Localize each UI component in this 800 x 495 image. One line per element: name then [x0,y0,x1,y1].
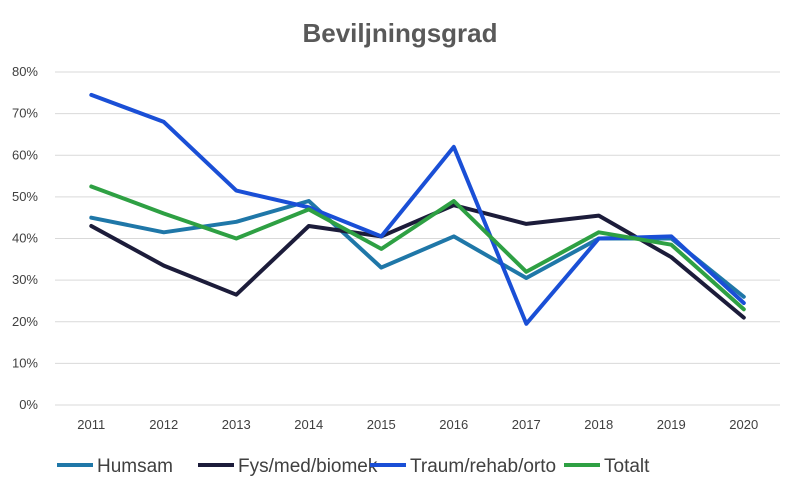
legend-item: Traum/rehab/orto [370,456,556,477]
y-tick-label: 70% [12,106,38,121]
y-tick-label: 40% [12,231,38,246]
x-tick-label: 2019 [657,417,686,432]
y-tick-label: 30% [12,272,38,287]
series-line-humsam [89,199,746,299]
chart-title: Beviljningsgrad [302,18,497,48]
y-axis-ticks: 0% 10% 20% 30% 40% 50% 60% 70% 80% [12,64,38,412]
grid-layer [55,71,780,406]
legend-item: Totalt [564,456,650,477]
y-tick-label: 80% [12,64,38,79]
legend-item: Humsam [57,456,173,477]
series-line-totalt [89,184,746,312]
y-tick-label: 10% [12,355,38,370]
legend-label: Totalt [604,456,650,477]
series-layer [89,92,746,326]
legend-label: Fys/med/biomek [238,456,378,477]
x-tick-label: 2016 [439,417,468,432]
x-tick-label: 2020 [729,417,758,432]
x-tick-label: 2011 [77,417,105,432]
legend-label: Traum/rehab/orto [410,456,556,477]
legend-item: Fys/med/biomek [198,456,378,477]
x-tick-label: 2017 [512,417,541,432]
y-tick-label: 0% [19,397,38,412]
x-tick-label: 2013 [222,417,251,432]
y-tick-label: 50% [12,189,38,204]
x-tick-label: 2015 [367,417,396,432]
x-axis-ticks: 2011 2012 2013 2014 2015 2016 2017 2018 2019 2020 [77,417,758,432]
legend-label: Humsam [97,456,173,477]
x-tick-label: 2014 [294,417,323,432]
x-tick-label: 2012 [149,417,178,432]
y-tick-label: 60% [12,147,38,162]
series-line-traum-rehab-orto [89,92,746,326]
y-tick-label: 20% [12,314,38,329]
legend: Humsam Fys/med/biomek Traum/rehab/orto Tota… [57,456,650,477]
x-tick-label: 2018 [584,417,613,432]
